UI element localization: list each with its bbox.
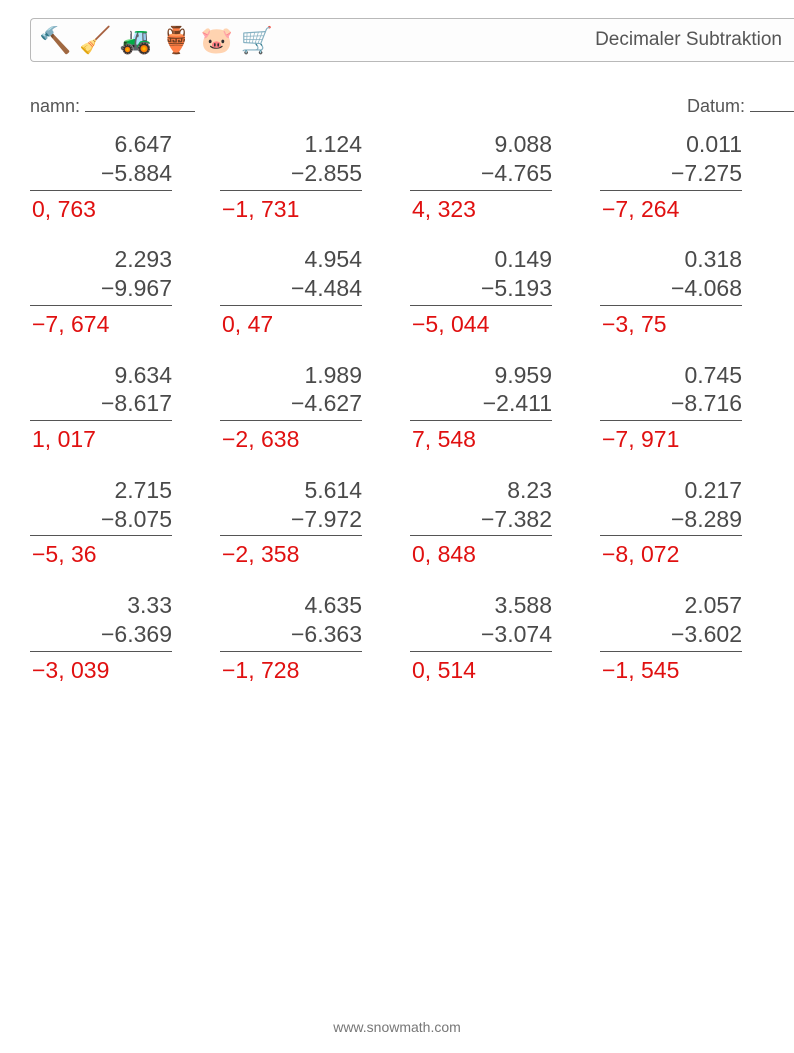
answer: 0, 763 — [30, 195, 172, 224]
minuend: 4.635 — [220, 591, 362, 620]
subtrahend: −3.074 — [410, 620, 552, 652]
subtrahend: −5.884 — [30, 159, 172, 191]
problem: 3.33−6.369 −3, 039 — [30, 591, 200, 684]
name-label-text: namn: — [30, 96, 80, 116]
tractor-icon: 🚜 — [120, 27, 152, 53]
answer: −5, 044 — [410, 310, 552, 339]
minuend: 1.989 — [220, 361, 362, 390]
subtrahend: −8.716 — [600, 389, 742, 421]
subtrahend: −7.382 — [410, 505, 552, 537]
problem: 0.011−7.275 −7, 264 — [600, 130, 770, 223]
date-label: Datum: — [687, 92, 794, 117]
problem: 5.614−7.972 −2, 358 — [220, 476, 390, 569]
minuend: 8.23 — [410, 476, 552, 505]
minuend: 0.149 — [410, 245, 552, 274]
problem: 4.635−6.363 −1, 728 — [220, 591, 390, 684]
answer: 1, 017 — [30, 425, 172, 454]
footer: www.snowmath.com — [0, 1019, 794, 1035]
problem: 2.715−8.075 −5, 36 — [30, 476, 200, 569]
problem: 9.088−4.765 4, 323 — [410, 130, 580, 223]
answer: −7, 971 — [600, 425, 742, 454]
problem: 0.149−5.193 −5, 044 — [410, 245, 580, 338]
date-label-text: Datum: — [687, 96, 745, 116]
answer: 0, 47 — [220, 310, 362, 339]
answer: 7, 548 — [410, 425, 552, 454]
problem: 3.588−3.074 0, 514 — [410, 591, 580, 684]
subtrahend: −4.765 — [410, 159, 552, 191]
minuend: 9.959 — [410, 361, 552, 390]
subtrahend: −3.602 — [600, 620, 742, 652]
subtrahend: −5.193 — [410, 274, 552, 306]
subtrahend: −7.972 — [220, 505, 362, 537]
subtrahend: −4.627 — [220, 389, 362, 421]
page-title: Decimaler Subtraktion — [595, 29, 786, 51]
answer: −2, 638 — [220, 425, 362, 454]
header-icons: 🔨 🧹 🚜 🏺 🐷 🛒 — [39, 27, 273, 53]
problem: 6.647−5.884 0, 763 — [30, 130, 200, 223]
subtrahend: −8.075 — [30, 505, 172, 537]
answer: −2, 358 — [220, 540, 362, 569]
answer: 4, 323 — [410, 195, 552, 224]
rake-icon: 🧹 — [79, 27, 111, 53]
problem: 0.745−8.716 −7, 971 — [600, 361, 770, 454]
problem: 0.318−4.068 −3, 75 — [600, 245, 770, 338]
minuend: 3.588 — [410, 591, 552, 620]
name-label: namn: — [30, 92, 195, 117]
answer: −3, 039 — [30, 656, 172, 685]
problem: 1.124−2.855 −1, 731 — [220, 130, 390, 223]
minuend: 2.715 — [30, 476, 172, 505]
answer: −1, 728 — [220, 656, 362, 685]
answer: −7, 674 — [30, 310, 172, 339]
milk-can-icon: 🏺 — [160, 27, 192, 53]
subtrahend: −2.411 — [410, 389, 552, 421]
problem: 2.293−9.967 −7, 674 — [30, 245, 200, 338]
subtrahend: −2.855 — [220, 159, 362, 191]
date-underline — [750, 92, 794, 112]
answer: −7, 264 — [600, 195, 742, 224]
answer: −5, 36 — [30, 540, 172, 569]
problem: 2.057−3.602 −1, 545 — [600, 591, 770, 684]
subtrahend: −6.363 — [220, 620, 362, 652]
minuend: 2.057 — [600, 591, 742, 620]
subtrahend: −4.068 — [600, 274, 742, 306]
minuend: 0.318 — [600, 245, 742, 274]
problem: 0.217−8.289 −8, 072 — [600, 476, 770, 569]
problems-grid: 6.647−5.884 0, 763 1.124−2.855 −1, 731 9.088… — [30, 130, 770, 684]
answer: 0, 848 — [410, 540, 552, 569]
shovel-icon: 🔨 — [39, 27, 71, 53]
minuend: 3.33 — [30, 591, 172, 620]
minuend: 5.614 — [220, 476, 362, 505]
subtrahend: −6.369 — [30, 620, 172, 652]
minuend: 6.647 — [30, 130, 172, 159]
subtrahend: −7.275 — [600, 159, 742, 191]
answer: −1, 545 — [600, 656, 742, 685]
minuend: 0.217 — [600, 476, 742, 505]
minuend: 1.124 — [220, 130, 362, 159]
problem: 4.954−4.484 0, 47 — [220, 245, 390, 338]
subtrahend: −8.289 — [600, 505, 742, 537]
problem: 1.989−4.627 −2, 638 — [220, 361, 390, 454]
wheelbarrow-icon: 🛒 — [241, 27, 273, 53]
subtrahend: −4.484 — [220, 274, 362, 306]
problem: 9.634−8.617 1, 017 — [30, 361, 200, 454]
minuend: 0.745 — [600, 361, 742, 390]
name-underline — [85, 92, 195, 112]
minuend: 9.088 — [410, 130, 552, 159]
subtrahend: −8.617 — [30, 389, 172, 421]
pig-icon: 🐷 — [201, 27, 233, 53]
answer: −1, 731 — [220, 195, 362, 224]
meta-line: namn: Datum: — [30, 92, 794, 117]
answer: −8, 072 — [600, 540, 742, 569]
problem: 9.959−2.411 7, 548 — [410, 361, 580, 454]
minuend: 4.954 — [220, 245, 362, 274]
answer: 0, 514 — [410, 656, 552, 685]
header-bar: 🔨 🧹 🚜 🏺 🐷 🛒 Decimaler Subtraktion — [30, 18, 794, 62]
minuend: 2.293 — [30, 245, 172, 274]
answer: −3, 75 — [600, 310, 742, 339]
minuend: 0.011 — [600, 130, 742, 159]
minuend: 9.634 — [30, 361, 172, 390]
subtrahend: −9.967 — [30, 274, 172, 306]
problem: 8.23−7.382 0, 848 — [410, 476, 580, 569]
